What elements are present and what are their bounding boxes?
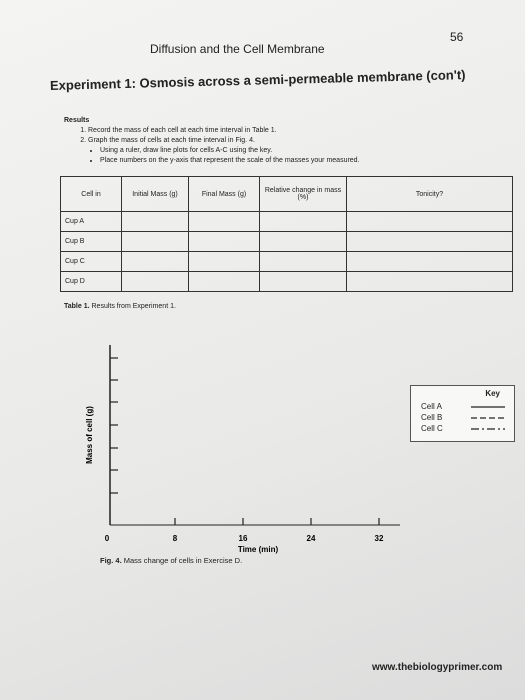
- x-axis-label: Time (min): [238, 545, 279, 554]
- row-label: Cup A: [60, 211, 122, 232]
- column-header: Initial Mass (g): [121, 176, 189, 212]
- bullet: Place numbers on the y-axis that represe…: [100, 156, 360, 166]
- x-tick-label: 8: [173, 534, 178, 543]
- column-header: Relative change in mass (%): [259, 176, 347, 212]
- caption-label: Fig. 4.: [100, 556, 122, 565]
- results-heading: Results: [64, 117, 90, 124]
- key: Key Cell A Cell B Cell C: [410, 385, 515, 442]
- footer: www.thebiologyprimer.com: [372, 662, 503, 673]
- y-axis-label: Mass of cell (g): [85, 406, 94, 464]
- graph: Mass of cell (g) Time (min) 0 8 16 24 32: [85, 345, 400, 554]
- key-title: Key: [485, 389, 500, 398]
- bullet: Using a ruler, draw line plots for cells…: [100, 146, 360, 156]
- header: Diffusion and the Cell Membrane: [150, 42, 325, 56]
- table-caption: Table 1. Results from Experiment 1.: [64, 303, 176, 310]
- title: Experiment 1: Osmosis across a semi-perm…: [49, 67, 466, 93]
- x-tick-label: 24: [307, 534, 316, 543]
- column-header: Cell in: [60, 176, 122, 212]
- row-label: Cup D: [60, 271, 122, 292]
- key-lines: [471, 406, 505, 430]
- column-header: Final Mass (g): [188, 176, 260, 212]
- x-tick-label: 32: [375, 534, 384, 543]
- key-entries: Cell A Cell B Cell C: [421, 401, 443, 434]
- key-entry: Cell B: [421, 413, 443, 422]
- row-label: Cup B: [60, 231, 122, 252]
- caption-text: Results from Experiment 1.: [91, 303, 176, 310]
- caption-label: Table 1.: [64, 303, 90, 310]
- key-entry: Cell A: [421, 402, 442, 411]
- x-tick-label: 16: [239, 534, 248, 543]
- row-label: Cup C: [60, 251, 122, 272]
- step: Record the mass of each cell at each tim…: [88, 126, 360, 136]
- results-list: Record the mass of each cell at each tim…: [70, 126, 360, 166]
- caption-text: Mass change of cells in Exercise D.: [123, 556, 243, 565]
- step: Graph the mass of cells at each time int…: [88, 136, 360, 146]
- page-number: 56: [450, 30, 464, 44]
- column-header: Tonicity?: [346, 176, 513, 212]
- x-tick-label: 0: [105, 534, 110, 543]
- results-table: Cell in Initial Mass (g) Final Mass (g) …: [60, 176, 513, 292]
- key-entry: Cell C: [421, 424, 443, 433]
- figure-caption: Fig. 4. Mass change of cells in Exercise…: [100, 556, 242, 565]
